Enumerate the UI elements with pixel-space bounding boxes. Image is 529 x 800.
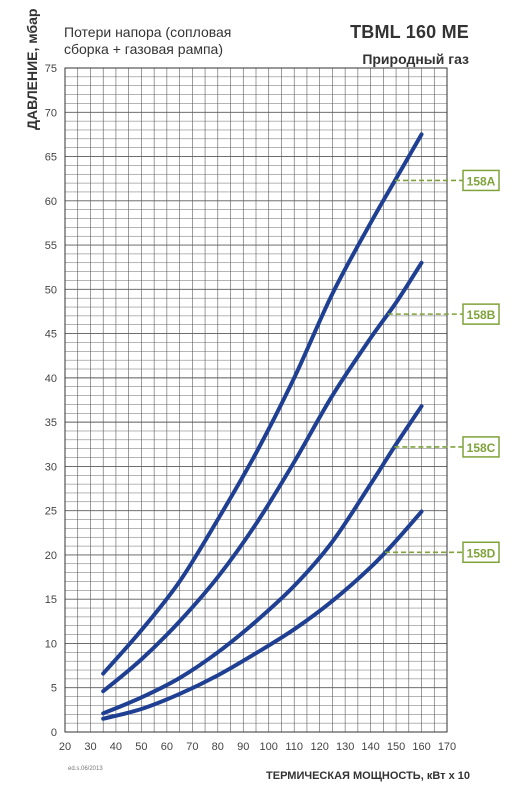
y-tick-label: 70 bbox=[45, 107, 57, 119]
x-tick-label: 150 bbox=[387, 741, 405, 753]
x-tick-label: 130 bbox=[336, 741, 354, 753]
x-tick-label: 80 bbox=[212, 741, 224, 753]
series-label-158a: 158A bbox=[467, 174, 496, 188]
curve-158a bbox=[101, 132, 424, 676]
y-tick-label: 40 bbox=[45, 373, 57, 385]
x-tick-label: 110 bbox=[285, 741, 303, 753]
curve-158c bbox=[101, 404, 424, 716]
x-tick-label: 60 bbox=[161, 741, 173, 753]
x-tick-label: 160 bbox=[412, 741, 430, 753]
y-tick-label: 15 bbox=[45, 594, 57, 606]
y-tick-label: 0 bbox=[51, 727, 57, 739]
y-tick-label: 75 bbox=[45, 63, 57, 75]
y-tick-label: 10 bbox=[45, 638, 57, 650]
x-tick-label: 170 bbox=[438, 741, 456, 753]
x-tick-label: 90 bbox=[237, 741, 249, 753]
series-label-158d: 158D bbox=[467, 546, 496, 560]
label-box-158d bbox=[462, 541, 500, 564]
x-tick-label: 120 bbox=[310, 741, 328, 753]
y-tick-label: 55 bbox=[45, 240, 57, 252]
y-tick-label: 65 bbox=[45, 152, 57, 164]
y-tick-label: 25 bbox=[45, 506, 57, 518]
x-tick-label: 70 bbox=[186, 741, 198, 753]
label-box-158b bbox=[462, 303, 500, 325]
chart-subtitle: Природный газ bbox=[362, 51, 469, 67]
x-tick-label: 30 bbox=[84, 741, 96, 753]
x-tick-label: 100 bbox=[260, 741, 278, 753]
x-tick-label: 140 bbox=[361, 741, 379, 753]
y-tick-label: 45 bbox=[45, 329, 57, 341]
y-tick-label: 50 bbox=[45, 284, 57, 296]
y-tick-label: 20 bbox=[45, 550, 57, 562]
curve-158b bbox=[101, 260, 424, 694]
y-tick-label: 5 bbox=[51, 683, 57, 695]
x-axis-label: ТЕРМИЧЕСКАЯ МОЩНОСТЬ, кВт x 10 bbox=[266, 770, 470, 782]
pressure-loss-note: Потери напора (сопловая сборка + газовая… bbox=[64, 24, 231, 58]
curve-158d bbox=[101, 509, 424, 721]
x-tick-label: 40 bbox=[110, 741, 122, 753]
plot-frame bbox=[64, 67, 448, 733]
series-label-158b: 158B bbox=[467, 308, 496, 322]
pressure-loss-note-line2: сборка + газовая рампа) bbox=[64, 41, 224, 57]
y-tick-label: 60 bbox=[45, 196, 57, 208]
edition-footnote: ed.s.06/2013 bbox=[68, 766, 103, 772]
x-tick-label: 50 bbox=[135, 741, 147, 753]
chart-header: TBML 160 ME Природный газ bbox=[350, 22, 469, 67]
series-label-158c: 158C bbox=[467, 441, 496, 455]
y-tick-label: 35 bbox=[45, 417, 57, 429]
x-tick-label: 20 bbox=[59, 741, 71, 753]
chart-title: TBML 160 ME bbox=[350, 22, 469, 42]
label-box-158c bbox=[462, 436, 500, 458]
label-box-158a bbox=[462, 169, 500, 192]
pressure-loss-note-line1: Потери напора (сопловая bbox=[64, 24, 232, 40]
y-tick-label: 30 bbox=[45, 461, 57, 473]
